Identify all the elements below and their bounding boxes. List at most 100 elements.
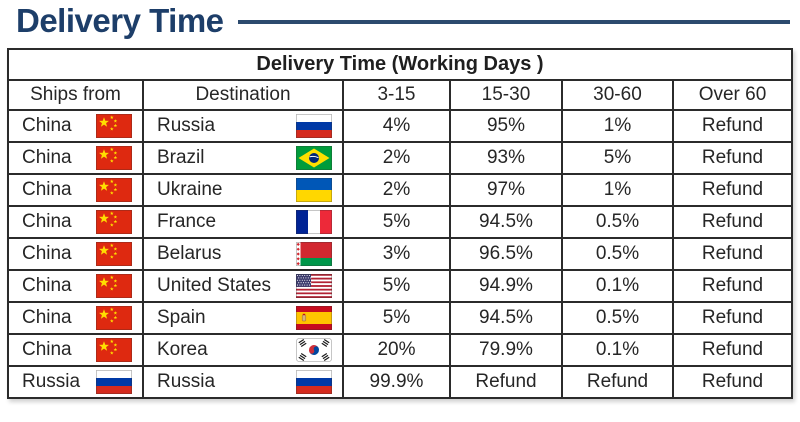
table-title: Delivery Time (Working Days ) [6, 48, 794, 81]
ships-from-cell: China [6, 269, 144, 303]
destination-label: Belarus [156, 243, 222, 264]
value-cell: Refund [671, 109, 794, 143]
table-row: China Russia 4% 95% 1% Refund [6, 109, 794, 143]
destination-label: France [156, 211, 217, 232]
value-cell: 95% [448, 109, 563, 143]
ships-from-cell: China [6, 173, 144, 207]
ships-from-label: China [21, 179, 72, 200]
destination-label: Spain [156, 307, 206, 328]
value-cell: 0.1% [560, 333, 674, 367]
ships-from-label: China [21, 211, 72, 232]
value-cell: 0.5% [560, 301, 674, 335]
value-cell: 97% [448, 173, 563, 207]
flag-cn-icon [95, 338, 132, 362]
column-header-over-60: Over 60 [671, 79, 794, 111]
ships-from-label: China [21, 147, 72, 168]
value-cell: 3% [341, 237, 451, 271]
value-cell: 94.5% [448, 301, 563, 335]
value-cell: Refund [671, 333, 794, 367]
value-cell: 0.5% [560, 237, 674, 271]
destination-label: Russia [156, 371, 216, 392]
flag-by-icon [295, 242, 332, 266]
table-row: China France 5% 94.5% 0.5% Refund [6, 205, 794, 239]
flag-cn-icon [95, 114, 132, 138]
value-cell: Refund [671, 301, 794, 335]
value-cell: Refund [448, 365, 563, 399]
value-cell: 5% [341, 205, 451, 239]
destination-cell: United States [141, 269, 344, 303]
value-cell: 96.5% [448, 237, 563, 271]
flag-cn-icon [95, 210, 132, 234]
flag-ru-icon [295, 114, 332, 138]
title-rule [237, 20, 790, 24]
value-cell: 1% [560, 109, 674, 143]
destination-cell: Ukraine [141, 173, 344, 207]
ships-from-cell: China [6, 109, 144, 143]
destination-label: United States [156, 275, 272, 296]
delivery-table-body: China Russia 4% 95% 1% Refund China Brazil 2% 93%… [6, 109, 794, 399]
flag-cn-icon [95, 274, 132, 298]
destination-label: Brazil [156, 147, 205, 168]
value-cell: 5% [341, 269, 451, 303]
page-header: Delivery Time [0, 0, 800, 44]
page-title: Delivery Time [16, 2, 224, 39]
table-row: Russia Russia 99.9% Refund Refund Refund [6, 365, 794, 399]
column-header-destination: Destination [141, 79, 344, 111]
flag-kr-icon [295, 338, 332, 362]
flag-cn-icon [95, 146, 132, 170]
ships-from-cell: China [6, 205, 144, 239]
value-cell: 79.9% [448, 333, 563, 367]
value-cell: Refund [560, 365, 674, 399]
column-header-15-30: 15-30 [448, 79, 563, 111]
flag-cn-icon [95, 178, 132, 202]
value-cell: Refund [671, 141, 794, 175]
value-cell: 4% [341, 109, 451, 143]
ships-from-cell: China [6, 237, 144, 271]
column-header-30-60: 30-60 [560, 79, 674, 111]
ships-from-label: China [21, 307, 72, 328]
destination-cell: Spain [141, 301, 344, 335]
column-header-row: Ships from Destination 3-15 15-30 30-60 Over … [6, 79, 794, 111]
ships-from-label: China [21, 115, 72, 136]
destination-cell: Brazil [141, 141, 344, 175]
flag-ru-icon [95, 370, 132, 394]
table-row: China Ukraine 2% 97% 1% Refund [6, 173, 794, 207]
flag-ru-icon [295, 370, 332, 394]
destination-cell: Belarus [141, 237, 344, 271]
flag-fr-icon [295, 210, 332, 234]
destination-label: Russia [156, 115, 216, 136]
flag-es-icon [295, 306, 332, 330]
flag-us-icon [295, 274, 332, 298]
destination-label: Korea [156, 339, 208, 360]
table-row: China Spain 5% 94.5% 0.5% Refund [6, 301, 794, 335]
value-cell: 94.9% [448, 269, 563, 303]
value-cell: 99.9% [341, 365, 451, 399]
value-cell: 20% [341, 333, 451, 367]
destination-cell: Korea [141, 333, 344, 367]
table-row: China United States 5% 94.9% 0.1% Refund [6, 269, 794, 303]
destination-cell: Russia [141, 365, 344, 399]
ships-from-cell: China [6, 301, 144, 335]
value-cell: Refund [671, 205, 794, 239]
ships-from-cell: Russia [6, 365, 144, 399]
value-cell: Refund [671, 173, 794, 207]
flag-br-icon [295, 146, 332, 170]
table-title-row: Delivery Time (Working Days ) [6, 48, 794, 81]
table-row: China Belarus 3% 96.5% 0.5% Refund [6, 237, 794, 271]
value-cell: Refund [671, 269, 794, 303]
value-cell: Refund [671, 237, 794, 271]
ships-from-label: China [21, 339, 72, 360]
flag-ua-icon [295, 178, 332, 202]
flag-cn-icon [95, 242, 132, 266]
value-cell: 5% [341, 301, 451, 335]
delivery-table: Delivery Time (Working Days ) Ships from… [6, 48, 794, 399]
value-cell: 93% [448, 141, 563, 175]
value-cell: 5% [560, 141, 674, 175]
value-cell: 1% [560, 173, 674, 207]
destination-label: Ukraine [156, 179, 223, 200]
value-cell: Refund [671, 365, 794, 399]
column-header-3-15: 3-15 [341, 79, 451, 111]
value-cell: 0.1% [560, 269, 674, 303]
value-cell: 94.5% [448, 205, 563, 239]
